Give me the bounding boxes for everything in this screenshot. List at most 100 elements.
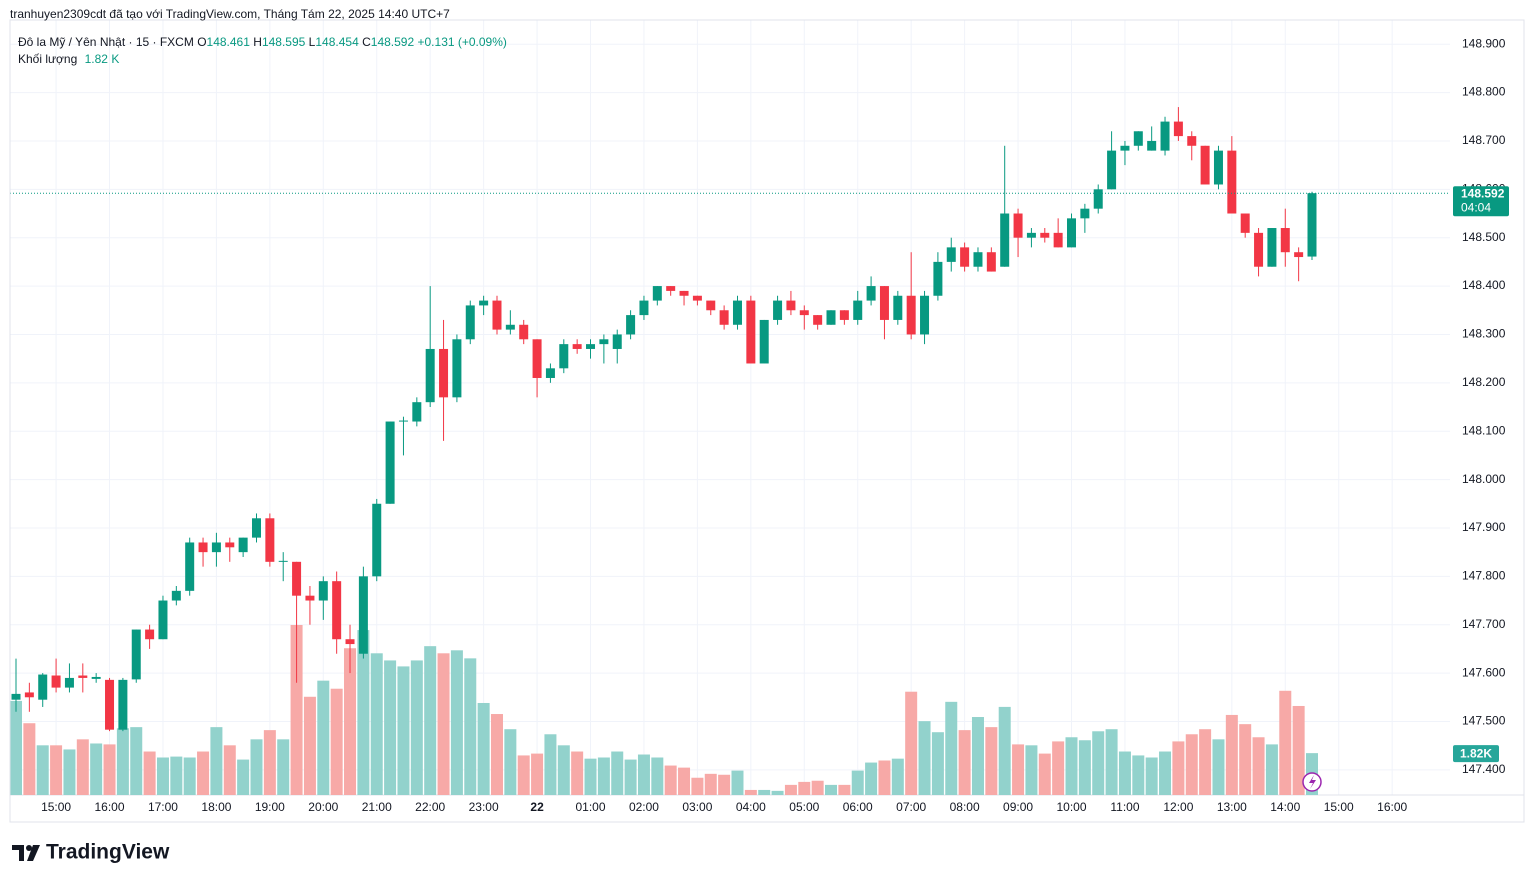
volume-bar [1292,705,1305,795]
candle-body [746,300,756,364]
volume-bar [1239,724,1252,795]
volume-bar [1078,740,1091,795]
volume-bar [1012,744,1025,795]
candle-body [1040,232,1050,238]
x-tick-label: 07:00 [896,800,926,814]
volume-bar [811,780,824,795]
x-tick-label: 22:00 [415,800,445,814]
volume-bar [771,790,784,795]
candle-body [786,300,796,311]
volume-bar [490,714,503,795]
legend-change: +0.131 (+0.09%) [417,35,507,49]
candle-body [1107,150,1117,190]
volume-bar [344,648,357,795]
volume-bar [918,721,931,795]
candle-body [866,286,876,301]
y-tick-label: 147.400 [1462,762,1506,776]
volume-bar [1185,734,1198,795]
volume-bar [624,759,637,795]
volume-bar [170,756,183,795]
candle-body [64,677,74,688]
candle-body [679,290,689,296]
volume-bar [303,696,316,795]
candle-body [91,676,101,679]
candle-body [1120,145,1130,151]
volume-bar [1052,741,1065,795]
x-tick-label: 22 [530,800,544,814]
volume-bar [103,744,116,795]
candle-body [398,420,408,422]
x-tick-label: 20:00 [308,800,338,814]
volume-bar [1038,753,1051,795]
volume-bar [210,727,223,795]
volume-bar [718,774,731,795]
x-tick-label: 08:00 [950,800,980,814]
candle-body [652,286,662,301]
candle-body [519,324,529,340]
y-tick-label: 147.900 [1462,520,1506,534]
legend-h: H [253,35,262,49]
candle-body [599,339,609,345]
candle-body [505,324,515,330]
candle-body [973,252,983,267]
candle-body [986,252,996,272]
candle-body [960,247,970,267]
volume-bar [531,753,544,795]
volume-bar [63,749,76,795]
volume-bar [798,781,811,795]
volume-bar [517,755,530,795]
candle-body [813,315,823,325]
volume-bar [758,789,771,795]
candle-body [732,300,742,325]
candle-body [1026,232,1036,238]
candle-body [1200,145,1210,185]
candle-body [278,560,288,562]
volume-bar [1145,757,1158,795]
y-tick-label: 148.800 [1462,85,1506,99]
candle-body [1053,232,1063,248]
candle-body [706,300,716,311]
volume-bar [544,734,557,795]
candle-body [946,247,956,262]
y-tick-label: 148.300 [1462,327,1506,341]
volume-bar [330,688,343,795]
volume-bar [36,745,49,795]
legend-low: 148.454 [315,35,359,49]
candle-body [185,542,195,591]
candle-body [826,310,836,325]
candle-body [171,590,181,601]
candle-body [198,542,208,553]
chart-frame [9,19,1525,823]
legend-c: C [362,35,371,49]
candle-body [666,286,676,291]
candle-body [251,518,261,538]
volume-bar [1265,744,1278,795]
candle-body [719,310,729,325]
replay-icon[interactable] [1302,772,1322,792]
volume-bar [250,739,263,795]
y-tick-label: 148.000 [1462,472,1506,486]
candle-body [626,315,636,335]
logo-mark [12,845,40,861]
candle-body [799,310,809,316]
candle-body [332,581,342,640]
volume-bar [1105,729,1118,795]
y-tick-label: 147.600 [1462,665,1506,679]
candle-body [465,305,475,340]
x-tick-label: 19:00 [255,800,285,814]
candle-body [773,300,783,320]
candle-body [1254,232,1264,267]
legend: Đô la Mỹ / Yên Nhật · 15 · FXCM O148.461… [18,35,507,49]
y-tick-label: 148.500 [1462,230,1506,244]
candle-body [532,339,542,378]
x-tick-label: 04:00 [736,800,766,814]
candle-body [412,402,422,422]
x-tick-label: 18:00 [201,800,231,814]
candle-body [692,295,702,301]
x-tick-label: 06:00 [843,800,873,814]
volume-legend: Khối lượng 1.82 K [18,52,119,66]
candle-body [372,503,382,577]
volume-bar [156,757,169,795]
candle-body [292,561,302,596]
candle-body [145,629,155,640]
